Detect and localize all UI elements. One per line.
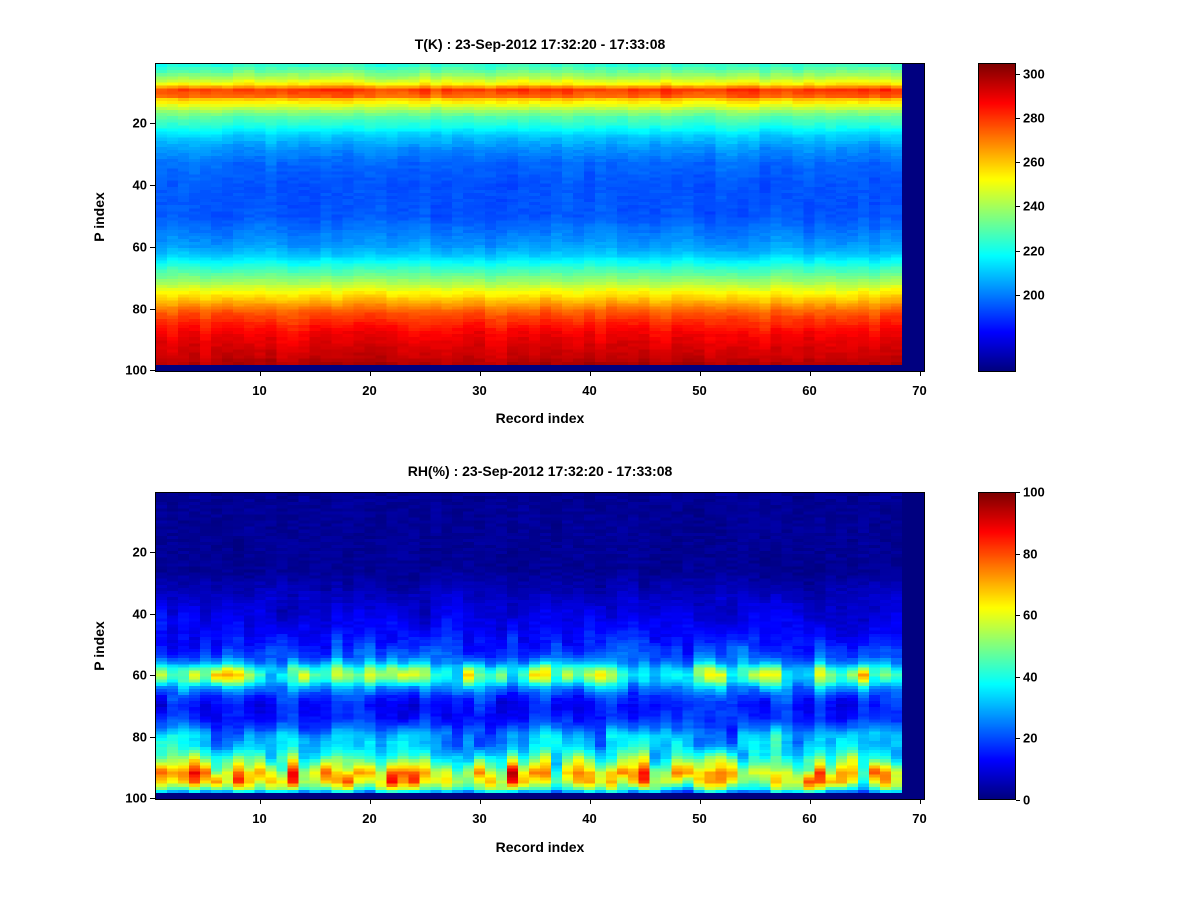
x-tick-mark xyxy=(589,372,591,376)
x-tick-label: 50 xyxy=(692,811,707,826)
humidity-colorbar xyxy=(978,492,1016,800)
y-tick-label: 40 xyxy=(132,606,147,622)
x-tick-mark xyxy=(809,800,811,804)
x-tick-mark xyxy=(919,372,921,376)
x-tick-label: 20 xyxy=(362,811,377,826)
colorbar-tick-mark xyxy=(1016,250,1020,252)
y-tick-mark xyxy=(150,185,155,187)
temperature-ylabel: P index xyxy=(91,192,107,242)
y-tick-mark xyxy=(150,736,155,738)
x-tick-label: 70 xyxy=(912,383,927,398)
x-tick-mark xyxy=(589,800,591,804)
colorbar-tick-label: 80 xyxy=(1023,546,1038,562)
y-tick-label: 60 xyxy=(132,667,147,683)
y-tick-mark xyxy=(150,798,155,800)
x-tick-mark xyxy=(699,800,701,804)
x-tick-label: 10 xyxy=(252,383,267,398)
colorbar-tick-label: 20 xyxy=(1023,730,1038,746)
humidity-title: RH(%) : 23-Sep-2012 17:32:20 - 17:33:08 xyxy=(407,463,673,479)
colorbar-tick-mark xyxy=(1016,74,1020,76)
x-tick-mark xyxy=(809,372,811,376)
humidity-xlabel: Record index xyxy=(495,839,585,855)
x-tick-label: 10 xyxy=(252,811,267,826)
y-tick-mark xyxy=(150,370,155,372)
x-tick-label: 60 xyxy=(802,383,817,398)
y-tick-label: 60 xyxy=(132,239,147,255)
x-tick-mark xyxy=(369,800,371,804)
colorbar-tick-mark xyxy=(1016,800,1020,801)
temperature-title: T(K) : 23-Sep-2012 17:32:20 - 17:33:08 xyxy=(414,36,666,52)
x-tick-label: 30 xyxy=(472,811,487,826)
colorbar-tick-mark xyxy=(1016,162,1020,164)
colorbar-tick-mark xyxy=(1016,553,1020,555)
colorbar-tick-mark xyxy=(1016,738,1020,740)
y-tick-mark xyxy=(150,675,155,677)
x-tick-mark xyxy=(919,800,921,804)
x-tick-label: 40 xyxy=(582,811,597,826)
y-tick-label: 80 xyxy=(132,729,147,745)
colorbar-tick-mark xyxy=(1016,615,1020,617)
x-tick-mark xyxy=(259,800,261,804)
colorbar-tick-label: 220 xyxy=(1023,243,1045,259)
y-tick-mark xyxy=(150,552,155,554)
colorbar-tick-mark xyxy=(1016,294,1020,296)
x-tick-label: 60 xyxy=(802,811,817,826)
x-tick-mark xyxy=(699,372,701,376)
colorbar-tick-label: 60 xyxy=(1023,607,1038,623)
colorbar-tick-label: 0 xyxy=(1023,792,1031,808)
x-tick-mark xyxy=(369,372,371,376)
x-tick-label: 40 xyxy=(582,383,597,398)
temperature-colorbar-canvas xyxy=(979,64,1015,371)
colorbar-tick-label: 200 xyxy=(1023,287,1045,303)
x-tick-label: 70 xyxy=(912,811,927,826)
temperature-heatmap-canvas xyxy=(156,64,924,371)
x-tick-label: 20 xyxy=(362,383,377,398)
y-tick-mark xyxy=(150,613,155,615)
x-tick-label: 30 xyxy=(472,383,487,398)
colorbar-tick-label: 100 xyxy=(1023,484,1045,500)
temperature-colorbar xyxy=(978,63,1016,372)
humidity-heatmap xyxy=(155,492,925,800)
y-tick-label: 40 xyxy=(132,177,147,193)
y-tick-mark xyxy=(150,308,155,310)
colorbar-tick-label: 40 xyxy=(1023,669,1038,685)
colorbar-tick-label: 300 xyxy=(1023,66,1045,82)
y-tick-mark xyxy=(150,123,155,125)
y-tick-label: 20 xyxy=(132,115,147,131)
y-tick-label: 80 xyxy=(132,301,147,317)
y-tick-label: 20 xyxy=(132,544,147,560)
colorbar-tick-mark xyxy=(1016,118,1020,120)
x-tick-mark xyxy=(259,372,261,376)
temperature-heatmap xyxy=(155,63,925,372)
colorbar-tick-label: 260 xyxy=(1023,154,1045,170)
temperature-xlabel: Record index xyxy=(495,410,585,426)
humidity-heatmap-canvas xyxy=(156,493,924,799)
humidity-colorbar-canvas xyxy=(979,493,1015,799)
y-tick-label: 100 xyxy=(125,362,147,378)
x-tick-label: 50 xyxy=(692,383,707,398)
y-tick-label: 100 xyxy=(125,790,147,806)
colorbar-tick-label: 280 xyxy=(1023,110,1045,126)
colorbar-tick-mark xyxy=(1016,206,1020,208)
colorbar-tick-mark xyxy=(1016,492,1020,493)
colorbar-tick-mark xyxy=(1016,676,1020,678)
colorbar-tick-label: 240 xyxy=(1023,198,1045,214)
humidity-ylabel: P index xyxy=(91,621,107,671)
y-tick-mark xyxy=(150,246,155,248)
x-tick-mark xyxy=(479,800,481,804)
x-tick-mark xyxy=(479,372,481,376)
